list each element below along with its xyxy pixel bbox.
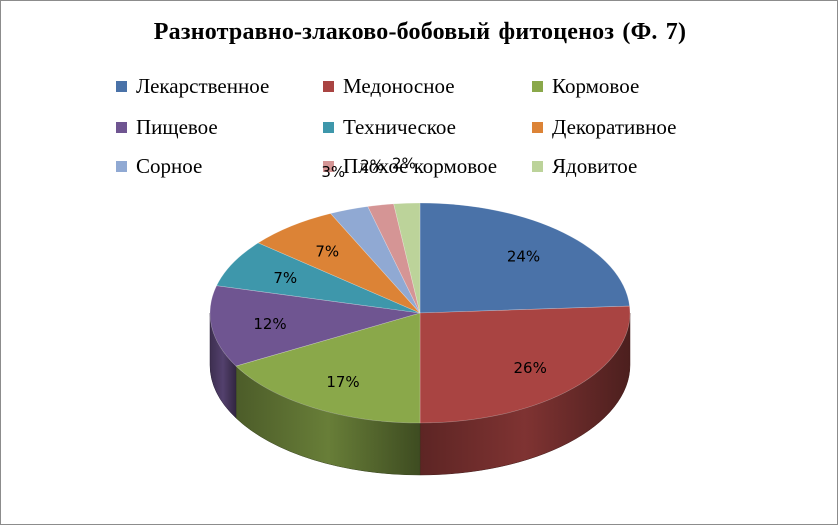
pie-label-technical: 7%: [273, 269, 297, 287]
legend-label: Плохое кормовое: [343, 153, 498, 178]
legend-label: Лекарственное: [136, 73, 270, 98]
legend-item-poisonous: Ядовитое: [532, 153, 637, 179]
pie-label-poisonous: 2%: [392, 154, 416, 172]
legend-label: Медоносное: [343, 73, 455, 98]
pie-label-fodder: 17%: [326, 373, 359, 391]
pie-slice-medicinal: [419, 202, 630, 314]
legend-swatch: [532, 121, 543, 133]
pie-slice-poisonous: [393, 202, 421, 314]
pie-slice-food: [209, 285, 421, 367]
legend-swatch: [323, 121, 334, 133]
pie-label-medicinal: 24%: [507, 247, 540, 265]
legend-item-fodder: Кормовое: [532, 73, 639, 99]
chart-title: Разнотравно-злаково-бобовый фитоценоз (Ф…: [153, 19, 687, 45]
pie-slice-poor-fodder: [367, 203, 421, 314]
pie-labels: 24% 26% 17% 12% 7% 7% 3% 2% 2%: [253, 154, 547, 391]
legend-swatch: [323, 160, 334, 172]
pie-slice-decorative: [257, 213, 421, 314]
pie-label-poor-fodder: 2%: [360, 157, 384, 175]
pie-label-weed: 3%: [321, 163, 345, 181]
legend-swatch: [116, 80, 127, 92]
legend-label: Техническое: [343, 114, 456, 139]
legend-swatch: [116, 121, 127, 133]
legend-label: Пищевое: [136, 114, 218, 139]
legend-item-food: Пищевое: [116, 114, 218, 140]
legend-swatch: [532, 160, 543, 172]
pie-slice-weed: [330, 206, 421, 314]
legend-label: Ядовитое: [552, 153, 638, 178]
pie-sides: [209, 312, 631, 476]
legend-item-medicinal: Лекарственное: [116, 73, 269, 99]
legend-label: Кормовое: [552, 73, 640, 98]
pie-slice-fodder: [235, 312, 421, 424]
legend-swatch: [532, 80, 543, 92]
legend-item-decorative: Декоративное: [532, 114, 676, 140]
pie-slices: [209, 202, 631, 424]
legend-label: Декоративное: [552, 114, 677, 139]
legend-item-poor-fodder: Плохое кормовое: [323, 153, 497, 179]
pie-slice-honey: [419, 305, 631, 424]
legend-item-honey: Медоносное: [323, 73, 455, 99]
pie-label-decorative: 7%: [315, 242, 339, 260]
legend-item-weed: Сорное: [116, 153, 202, 179]
legend-label: Сорное: [136, 153, 203, 178]
pie-label-food: 12%: [253, 315, 286, 333]
legend-swatch: [116, 160, 127, 172]
pie-slice-technical: [216, 242, 421, 314]
pie-label-honey: 26%: [514, 359, 547, 377]
legend-swatch: [323, 80, 334, 92]
legend-item-technical: Техническое: [323, 114, 456, 140]
